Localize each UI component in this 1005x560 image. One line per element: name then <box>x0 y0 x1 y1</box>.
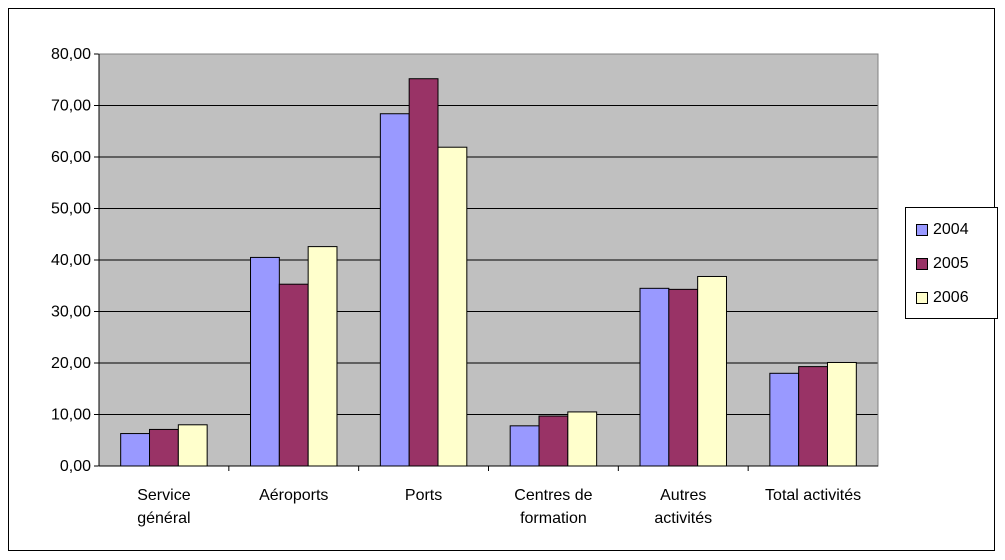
x-tick-label: Ports <box>405 487 442 504</box>
legend: 2004 2005 2006 <box>905 207 998 319</box>
legend-label-2004: 2004 <box>933 221 969 238</box>
bar-2006 <box>437 146 468 467</box>
y-tick-label: 60,00 <box>51 149 91 166</box>
x-tick-label: Service général <box>137 487 190 527</box>
bar-2006 <box>697 275 727 467</box>
legend-label-2006: 2006 <box>933 289 969 306</box>
legend-swatch-2006 <box>916 292 928 304</box>
bar-2004 <box>769 372 800 467</box>
legend-swatch-2004 <box>916 224 928 236</box>
bar-2006 <box>307 246 338 467</box>
bar-2006 <box>177 424 208 467</box>
legend-label-2005: 2005 <box>933 255 969 272</box>
legend-item-2004: 2004 <box>916 220 969 240</box>
chart-svg: 0,00 10,00 20,00 30,00 40,00 50,00 60,00 70,00 8… <box>51 46 879 527</box>
bar-2006 <box>567 411 598 467</box>
x-tick-label: Aéroports <box>259 487 328 504</box>
bar-2005 <box>408 78 439 467</box>
axes <box>94 53 879 471</box>
bar-2005 <box>149 428 179 467</box>
bar-2004 <box>379 113 410 467</box>
legend-item-2005: 2005 <box>916 254 969 274</box>
bar-2004 <box>120 433 151 467</box>
bar-2005 <box>538 415 569 467</box>
x-tick-label: Total activités <box>765 487 861 504</box>
bar-2004 <box>639 287 670 467</box>
bars <box>120 78 857 467</box>
x-tick-label: Centres de formation <box>514 487 592 527</box>
bar-2005 <box>798 366 828 467</box>
x-tick-label: Autres activités <box>654 487 712 527</box>
legend-item-2006: 2006 <box>916 288 969 308</box>
bar-2004 <box>509 425 540 467</box>
bar-2005 <box>668 288 699 467</box>
bar-2005 <box>278 283 309 467</box>
bar-2006 <box>826 361 857 467</box>
y-tick-label: 70,00 <box>51 98 91 115</box>
y-tick-label: 10,00 <box>51 407 91 424</box>
y-tick-label: 0,00 <box>60 458 91 475</box>
bar-2004 <box>250 256 280 467</box>
y-tick-label: 20,00 <box>51 355 91 372</box>
y-tick-label: 40,00 <box>51 252 91 269</box>
axis-labels: 0,00 10,00 20,00 30,00 40,00 50,00 60,00 70,00 8… <box>51 46 861 527</box>
chart-area: 0,00 10,00 20,00 30,00 40,00 50,00 60,00 70,00 8… <box>8 8 998 551</box>
y-tick-label: 80,00 <box>51 46 91 63</box>
y-tick-label: 50,00 <box>51 201 91 218</box>
y-tick-label: 30,00 <box>51 304 91 321</box>
legend-swatch-2005 <box>916 258 928 270</box>
